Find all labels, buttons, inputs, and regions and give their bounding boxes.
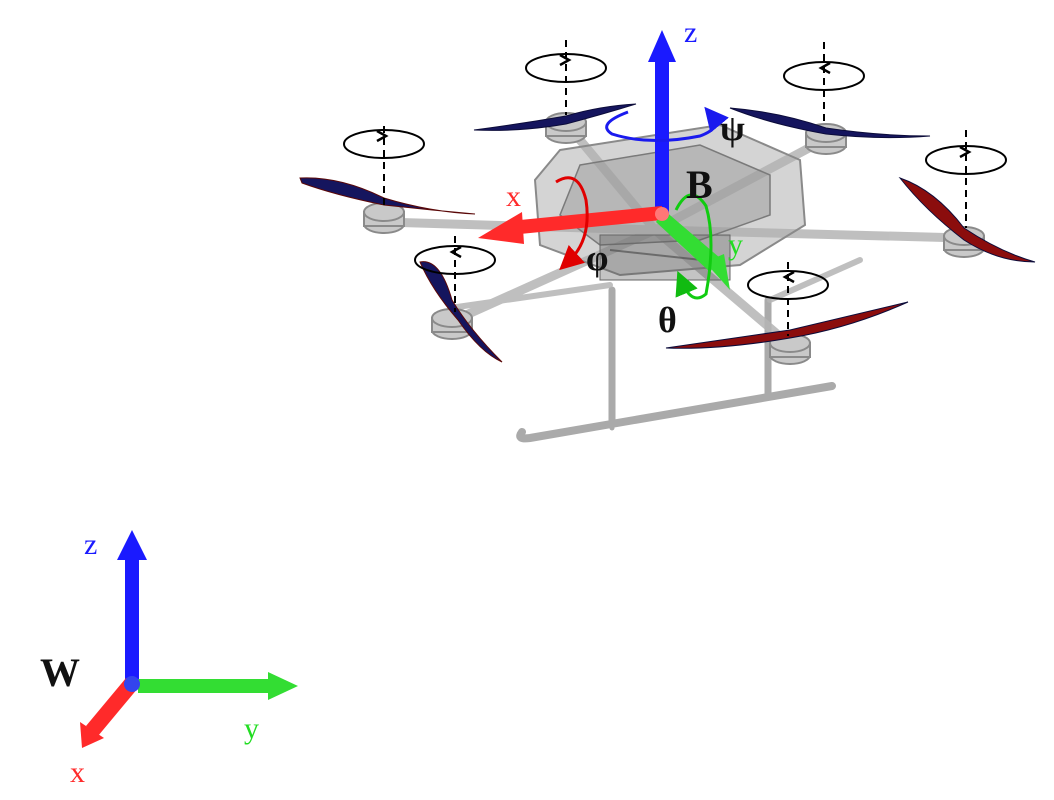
rotor-3-spin — [525, 40, 607, 115]
propeller-1 — [299, 177, 476, 215]
propeller-2 — [419, 261, 503, 363]
body-z-label: z — [684, 16, 697, 49]
world-z-axis — [117, 530, 147, 684]
propeller-6 — [665, 301, 909, 349]
pitch-rotation-arrow — [674, 193, 713, 300]
rotor-spin-indicators — [343, 40, 1007, 336]
propellers — [299, 103, 1036, 363]
yaw-rotation-arrow — [605, 106, 729, 142]
yaw-label: ψ — [720, 108, 745, 148]
body-y-label: y — [728, 228, 743, 261]
roll-label: φ — [586, 238, 608, 278]
body-frame-label: B — [686, 162, 713, 207]
rotor-6-spin — [747, 262, 829, 336]
body-origin — [655, 207, 669, 221]
rotor-5-spin — [925, 130, 1007, 228]
world-origin — [124, 676, 140, 692]
rotor-2-spin — [414, 236, 496, 312]
propeller-5 — [898, 176, 1036, 263]
world-frame-label: W — [40, 650, 80, 695]
motor-6 — [769, 333, 811, 365]
world-x-label: x — [70, 756, 85, 789]
body-frame: z x y B ψ φ θ — [478, 16, 745, 340]
body-x-axis — [478, 206, 662, 244]
world-frame: z y x W — [40, 528, 298, 789]
body-z-axis — [648, 30, 676, 214]
propeller-3 — [473, 103, 637, 131]
world-x-axis — [80, 678, 138, 748]
rotor-4-spin — [783, 42, 865, 126]
rotor-1-spin — [343, 126, 425, 205]
motor-1 — [363, 202, 405, 234]
propeller-4 — [729, 107, 931, 139]
world-z-label: z — [84, 528, 97, 561]
world-y-label: y — [244, 712, 259, 745]
pitch-label: θ — [658, 300, 677, 340]
landing-gear — [516, 286, 836, 443]
central-body — [533, 123, 807, 281]
world-y-axis — [138, 672, 298, 700]
body-x-label: x — [506, 180, 521, 213]
hexacopter — [299, 40, 1036, 443]
roll-rotation-arrow — [555, 176, 589, 271]
